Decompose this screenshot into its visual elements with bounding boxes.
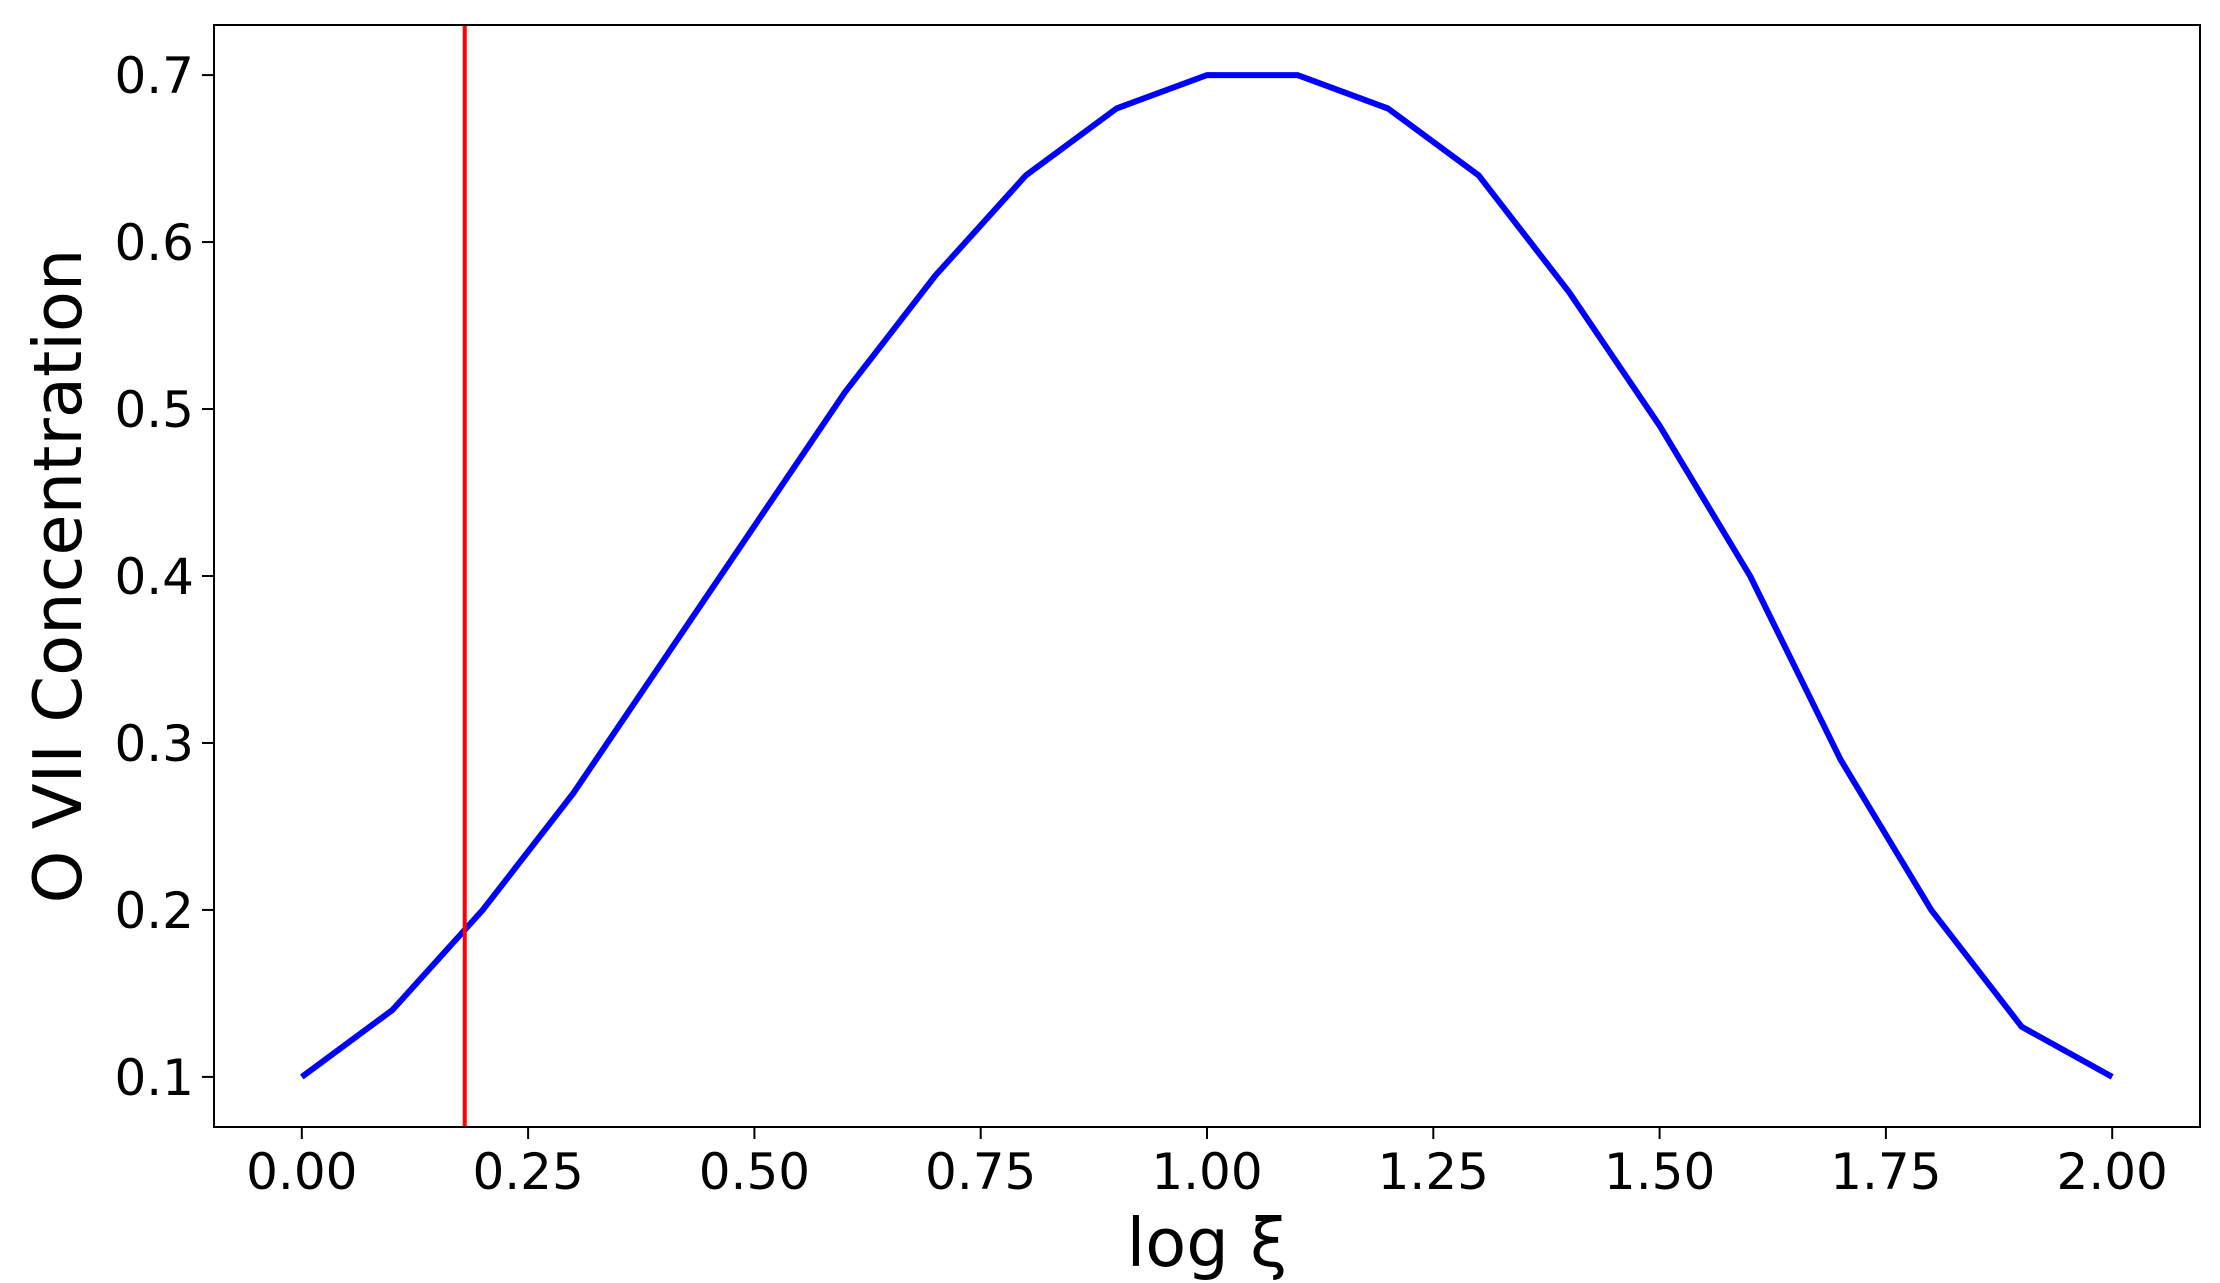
series-line-0 (300, 72, 2114, 1080)
x-axis-title: log ξ (1127, 1204, 1288, 1282)
x-tick-label: 0.25 (472, 1143, 583, 1201)
y-tick-label: 0.7 (114, 47, 194, 105)
x-tick-label: 1.25 (1378, 1143, 1489, 1201)
y-tick-label: 0.3 (114, 715, 194, 773)
plot-background (214, 25, 2200, 1127)
y-tick-label: 0.5 (114, 381, 194, 439)
x-tick-label: 0.00 (246, 1143, 357, 1201)
x-tick-label: 0.75 (925, 1143, 1036, 1201)
y-tick-label: 0.1 (114, 1049, 194, 1107)
x-tick-label: 1.75 (1830, 1143, 1941, 1201)
y-tick-label: 0.4 (114, 548, 194, 606)
x-tick-label: 0.50 (699, 1143, 810, 1201)
y-axis-ticks: 0.1 0.2 0.3 0.4 0.5 0.6 0.7 (114, 47, 214, 1107)
x-axis-ticks: 0.00 0.25 0.50 0.75 1.00 1.25 1.50 1.75 2.00 (246, 1127, 2168, 1201)
x-tick-label: 2.00 (2057, 1143, 2168, 1201)
y-tick-label: 0.2 (114, 882, 194, 940)
y-axis-title: O VII Concentration (19, 249, 97, 904)
series-layer (300, 72, 2114, 1080)
x-tick-label: 1.50 (1604, 1143, 1715, 1201)
plot-frame (213, 24, 2201, 1128)
x-tick-label: 1.00 (1151, 1143, 1262, 1201)
y-tick-label: 0.6 (114, 214, 194, 272)
